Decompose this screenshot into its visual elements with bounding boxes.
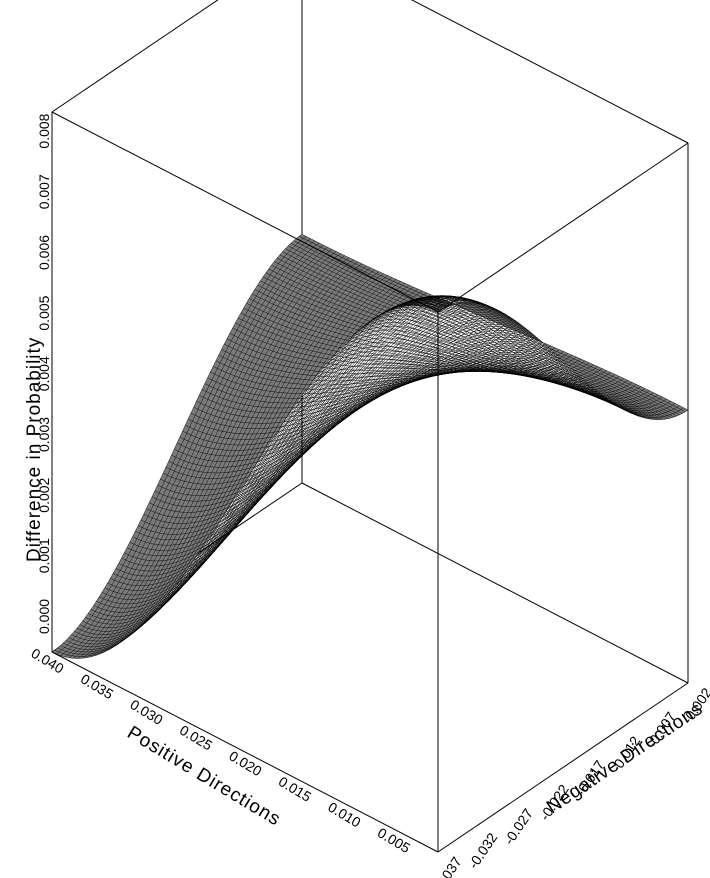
z-tick-label: 0.002 [36, 477, 52, 512]
mesh-line [63, 299, 450, 650]
mesh-line [149, 326, 536, 513]
mesh-line [210, 368, 597, 394]
mesh-line [140, 319, 527, 530]
mesh-line [276, 257, 664, 420]
mesh-line [113, 302, 500, 582]
mesh-line [121, 307, 508, 567]
mesh-line [260, 280, 647, 419]
mesh-line [96, 297, 483, 609]
mesh-line [257, 284, 644, 418]
mesh-line [68, 297, 455, 645]
mesh-line [265, 272, 653, 420]
mesh-line [271, 264, 658, 420]
mesh-line [293, 240, 680, 415]
mesh-line [188, 355, 575, 435]
mesh-line [212, 366, 600, 394]
z-tick-label: 0.005 [36, 295, 52, 330]
mesh-line [57, 301, 444, 655]
mesh-line [88, 295, 475, 621]
mesh-line [71, 296, 458, 642]
mesh-line [90, 295, 477, 617]
mesh-line [118, 305, 505, 572]
box-edge [410, 0, 689, 144]
mesh-line [290, 243, 678, 417]
mesh-line [224, 343, 611, 402]
box-edge [51, 111, 439, 313]
y-tick-label: -0.027 [501, 805, 537, 847]
mesh-line [218, 354, 605, 398]
mesh-line [274, 261, 661, 420]
mesh-line [299, 235, 686, 412]
mesh-line [279, 254, 666, 420]
mesh-line [110, 301, 497, 586]
mesh-line [285, 248, 672, 418]
mesh-line [93, 296, 480, 613]
mesh-line [251, 293, 639, 417]
mesh-line [287, 245, 675, 418]
mesh-line [85, 295, 472, 625]
y-axis-ticks: -0.037-0.032-0.027-0.022-0.017-0.012-0.0… [429, 685, 710, 878]
z-tick-label: 0.000 [36, 599, 52, 634]
z-axis-title: Difference in Probability [24, 337, 45, 562]
y-tick-label: -0.037 [429, 854, 465, 878]
mesh-line [182, 351, 569, 446]
y-tick-label: -0.032 [465, 830, 501, 872]
z-tick-label: 0.001 [36, 538, 52, 573]
mesh-line [60, 300, 447, 653]
mesh-line [282, 251, 669, 419]
box-front-edges [51, 0, 689, 853]
mesh-line [268, 268, 655, 420]
z-tick-label: 0.007 [36, 174, 52, 209]
mesh-line [201, 364, 589, 409]
mesh-line [196, 361, 583, 419]
z-tick-label: 0.003 [36, 417, 52, 452]
mesh-line [207, 367, 594, 399]
mesh-line [249, 298, 636, 416]
mesh-line [262, 276, 650, 420]
mesh-line [296, 238, 683, 414]
mesh-line [190, 357, 577, 429]
mesh-line [301, 234, 689, 411]
mesh-line [104, 299, 491, 596]
surface-mesh [51, 234, 689, 659]
mesh-line [146, 323, 533, 519]
mesh-line [74, 296, 461, 639]
box-edge [437, 682, 689, 853]
mesh-line [254, 289, 641, 418]
box-edge [301, 482, 689, 684]
mesh-line [154, 330, 541, 502]
box-edge [51, 0, 219, 113]
box-edge [51, 651, 439, 853]
mesh-line [176, 347, 564, 457]
mesh-line [79, 295, 466, 632]
z-tick-label: 0.008 [36, 113, 52, 148]
surface-fill [52, 234, 688, 659]
box-edge [437, 142, 689, 313]
mesh-line [138, 317, 525, 535]
y-axis-title: Negative Directions [543, 698, 707, 818]
z-tick-label: 0.004 [36, 356, 52, 391]
mesh-line [143, 321, 530, 524]
z-tick-label: 0.006 [36, 235, 52, 270]
z-axis-ticks: 0.000 0.001 0.002 0.003 0.004 0.005 0.006 0.007… [36, 113, 52, 634]
mesh-line [185, 354, 572, 440]
